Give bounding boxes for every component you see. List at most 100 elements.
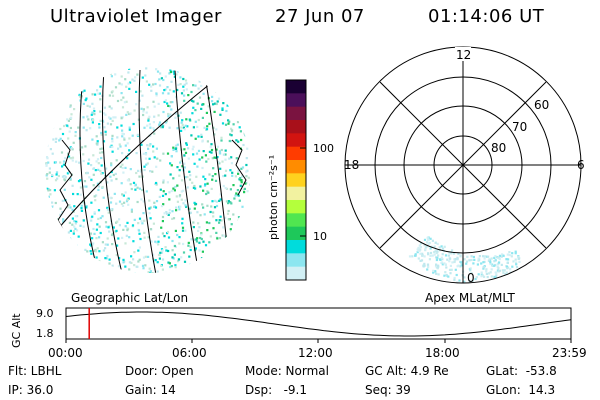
polar-pixel [501,253,504,256]
geo-pixel [205,160,208,163]
glat-info: GLat: -53.8 [486,364,557,378]
geo-pixel [227,122,230,125]
geo-pixel [159,251,162,254]
geo-pixel [85,97,88,100]
geo-pixel [131,134,134,137]
mlt-label-0: 0 [467,271,475,285]
geo-pixel [95,142,98,145]
geo-pixel [140,107,143,110]
geo-pixel [247,176,250,179]
geo-pixel [152,100,155,103]
geo-pixel [99,119,102,122]
geo-pixel [95,135,98,138]
geo-pixel [81,91,84,94]
geo-pixel [150,89,153,92]
geo-pixel [128,137,131,140]
geo-pixel [157,240,160,243]
geo-pixel [211,175,214,178]
geo-pixel [185,205,188,208]
geo-pixel [212,227,215,230]
polar-pixel [494,259,497,262]
polar-pixel [445,266,448,269]
mlt-label-12: 12 [456,48,471,62]
geo-pixel [47,195,50,198]
polar-pixel [496,265,499,268]
geo-pixel [153,201,156,204]
geo-pixel [142,212,145,215]
geo-pixel [166,86,169,89]
geo-pixel [100,156,103,160]
geo-pixel [156,157,159,160]
geo-pixel [189,174,192,177]
geo-pixel [50,205,53,208]
geo-pixel [47,189,50,192]
geo-pixel [213,206,217,209]
geo-pixel [88,105,91,108]
geo-pixel [118,218,121,221]
geo-pixel [79,186,82,189]
geo-pixel [111,150,114,153]
polar-pixel [440,261,444,264]
geo-pixel [178,169,181,172]
polar-pixel [491,264,494,267]
geo-pixel [98,123,101,126]
geo-pixel [95,228,98,231]
mlat-label-80: 80 [491,141,506,155]
geo-pixel [90,201,93,204]
geo-pixel [220,148,223,152]
geo-pixel [89,127,92,130]
geo-pixel [104,243,107,246]
geo-pixel [98,92,101,95]
geo-pixel [117,237,120,240]
geo-pixel [230,127,233,130]
geo-pixel [161,268,164,271]
geo-pixel [216,100,219,103]
polar-pixel [427,252,430,255]
geo-pixel [85,129,88,132]
gain-info: Gain: 14 [125,383,176,397]
geo-pixel [51,152,54,155]
geo-pixel [226,104,229,107]
geo-pixel [128,126,131,129]
geo-pixel [104,113,107,116]
geo-pixel [93,211,96,214]
geo-pixel [86,171,89,174]
geo-pixel [186,175,189,179]
geo-pixel [124,78,127,81]
geo-pixel [66,172,69,175]
geo-pixel [109,201,113,204]
geo-pixel [115,159,118,162]
geo-pixel [80,95,83,98]
geo-pixel [206,182,209,185]
geo-pixel [148,144,151,147]
geo-pixel [175,144,178,147]
geo-pixel [130,187,133,191]
geo-pixel [146,162,149,165]
geo-pixel [132,181,136,184]
polar-pixel [438,258,441,261]
polar-pixel [508,251,511,254]
geo-pixel [70,147,73,150]
polar-pixel [486,275,489,279]
geo-pixel [155,165,158,168]
geo-pixel [137,260,140,263]
geo-pixel [214,156,218,159]
geo-pixel [184,176,187,179]
geo-pixel [191,112,194,115]
polar-pixel [456,281,459,283]
geo-pixel [202,92,205,95]
geo-pixel [155,200,159,203]
geo-grid-line [102,67,126,273]
colorbar-segment [286,133,306,148]
polar-pixel [435,249,439,252]
geo-pixel [203,213,206,216]
geo-pixel [154,206,158,209]
geo-pixel [97,209,101,212]
geo-pixel [55,173,58,176]
geo-pixel [135,265,138,268]
glon-info: GLon: 14.3 [486,383,556,397]
geo-pixel [222,234,225,237]
geo-pixel [183,83,186,86]
geo-pixel [204,183,207,186]
geo-pixel [71,148,74,151]
